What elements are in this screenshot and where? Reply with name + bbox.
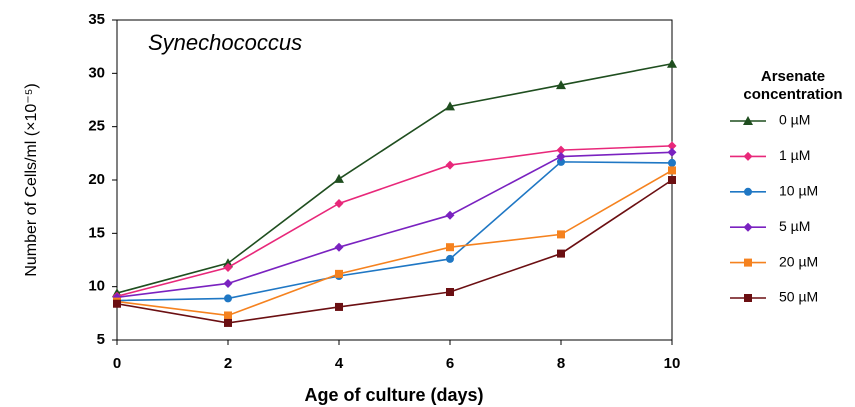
series-line — [116, 151, 673, 299]
marker — [223, 262, 233, 272]
marker — [445, 101, 455, 111]
marker — [556, 145, 566, 155]
legend-label: 50 µM — [779, 289, 818, 305]
marker — [667, 141, 677, 151]
marker — [446, 243, 454, 252]
marker — [556, 80, 566, 90]
marker — [113, 299, 121, 308]
legend-label: 20 µM — [779, 253, 818, 269]
y-tick-label: 20 — [88, 171, 105, 188]
marker — [335, 302, 343, 311]
legend-label: 10 µM — [779, 183, 818, 199]
y-tick-label: 35 — [88, 11, 105, 28]
x-tick-label: 0 — [113, 355, 121, 372]
legend-label: 0 µM — [779, 112, 810, 128]
x-tick-label: 10 — [664, 355, 681, 372]
marker — [334, 173, 344, 183]
marker — [668, 166, 676, 175]
y-tick-label: 10 — [88, 278, 105, 295]
marker — [668, 158, 676, 167]
x-tick-label: 2 — [224, 355, 232, 372]
series-line — [116, 169, 673, 317]
marker — [667, 58, 677, 68]
marker — [667, 147, 677, 157]
x-tick-label: 6 — [446, 355, 454, 372]
y-axis-label: Number of Cells/ml (×10⁻⁵) — [23, 83, 40, 276]
y-tick-label: 25 — [88, 118, 105, 135]
series-line — [116, 62, 673, 294]
marker — [744, 187, 752, 196]
y-tick-label: 15 — [88, 224, 105, 241]
marker — [446, 254, 454, 263]
marker — [223, 258, 233, 268]
marker — [335, 269, 343, 278]
marker — [446, 288, 454, 296]
chart-title: Synechococcus — [148, 30, 302, 55]
y-tick-label: 5 — [97, 331, 105, 348]
series-line — [116, 145, 673, 298]
marker — [743, 151, 753, 161]
x-tick-label: 8 — [557, 355, 565, 372]
marker — [224, 318, 232, 327]
legend-title: Arsenate concentration — [743, 68, 843, 103]
x-axis-label: Age of culture (days) — [304, 385, 483, 405]
marker — [557, 157, 565, 166]
marker — [445, 210, 455, 220]
legend-label: 1 µM — [779, 147, 810, 163]
marker — [224, 311, 232, 320]
marker — [224, 294, 232, 303]
marker — [744, 294, 752, 302]
marker — [743, 222, 753, 232]
marker — [557, 249, 565, 258]
marker — [334, 242, 344, 252]
plot-frame — [116, 19, 673, 341]
marker — [557, 230, 565, 239]
marker — [743, 116, 753, 125]
y-tick-label: 30 — [88, 64, 105, 81]
marker — [223, 278, 233, 288]
marker — [334, 198, 344, 208]
series-line — [116, 161, 673, 302]
marker — [744, 258, 752, 267]
series-line — [116, 179, 673, 324]
marker — [668, 176, 676, 184]
marker — [556, 152, 566, 162]
x-tick-label: 4 — [335, 355, 344, 372]
marker — [445, 160, 455, 170]
legend-label: 5 µM — [779, 218, 810, 234]
